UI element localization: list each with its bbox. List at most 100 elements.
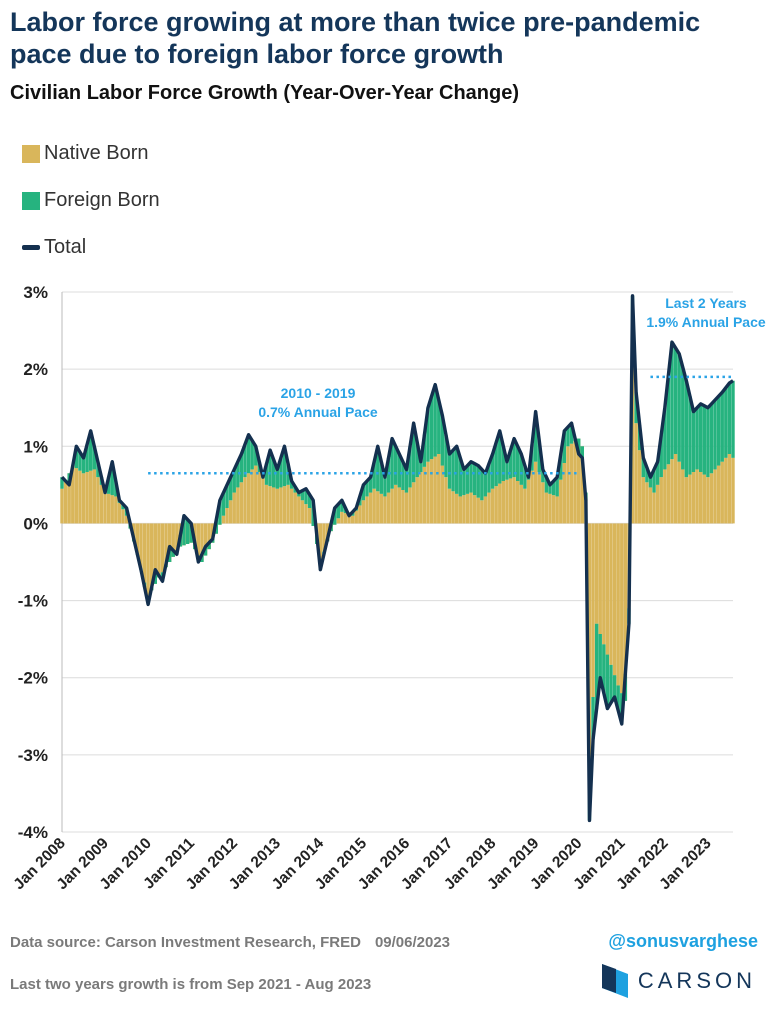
native-born-bar [501,481,506,524]
legend-label-foreign-born: Foreign Born [44,189,160,211]
foreign-born-bar [670,342,674,460]
native-born-bar [713,469,717,524]
native-born-bar [365,496,369,524]
native-born-bar [379,493,384,524]
foreign-born-bar [551,481,556,496]
native-born-bar [117,502,122,524]
native-born-bar [307,508,312,524]
carson-logo: CARSON [601,964,756,998]
native-born-bar [555,496,559,524]
foreign-born-bar [121,504,125,510]
foreign-born-bar [695,407,699,470]
native-born-bar [731,457,735,524]
native-born-bar [440,465,445,524]
foreign-born-bar [699,403,703,472]
native-born-bar [164,523,168,568]
foreign-born-bar [218,500,222,525]
foreign-born-bar [645,467,649,483]
foreign-born-bar [659,434,663,478]
native-born-bar [655,484,660,524]
native-born-bar [221,515,226,524]
foreign-born-bar [605,654,610,709]
native-born-bar [681,469,685,524]
native-born-bar [74,468,79,524]
native-born-bar [207,523,211,550]
native-born-bar [404,492,409,524]
foreign-born-bar [724,387,728,458]
native-born-bar [71,465,75,524]
foreign-born-bar [110,461,114,496]
foreign-born-bar [663,407,667,470]
native-born-bar [638,450,642,524]
native-born-bar [336,518,340,524]
native-born-bar [472,495,477,524]
native-born-bar [297,496,301,524]
native-born-bar [150,523,154,591]
annotation-pace: 1.9% Annual Pace [646,314,766,330]
y-tick-label: 2% [23,360,48,379]
foreign-born-bar [78,452,82,471]
foreign-born-bar [433,384,437,457]
native-born-bar [343,513,348,524]
native-born-bar [559,479,563,524]
native-born-bar [451,491,455,524]
foreign-born-bar [598,634,602,678]
y-tick-label: 0% [23,514,48,533]
chart-subtitle: Civilian Labor Force Growth (Year-Over-Y… [10,82,520,104]
foreign-born-bar [494,442,498,487]
native-born-bar [347,514,351,524]
foreign-born-bar [483,473,488,497]
native-born-bar [551,495,556,524]
foreign-born-bar [490,454,495,489]
native-born-bar [684,477,689,524]
native-born-bar [322,523,326,552]
author-handle[interactable]: @sonusvarghese [608,931,758,951]
foreign-born-bar [716,396,721,466]
foreign-born-bar [361,484,366,501]
native-born-bar [720,461,724,524]
native-born-bar [433,456,437,524]
foreign-born-bar [401,461,405,490]
native-born-bar [422,466,427,524]
native-born-bar [598,523,602,634]
native-born-bar [706,477,710,524]
native-born-bar [121,509,125,524]
foreign-born-bar [379,461,384,494]
foreign-born-bar [537,440,541,472]
foreign-born-bar [609,664,613,703]
native-born-bar [533,461,538,524]
legend-swatch-total [22,245,40,250]
foreign-born-bar [648,477,653,488]
native-born-bar [634,423,638,524]
native-born-bar [394,484,398,524]
native-born-bar [236,487,240,524]
native-born-bar [623,523,628,701]
y-tick-label: -1% [18,592,48,611]
legend-swatch-native-born [22,144,40,163]
native-born-bar [99,484,104,524]
native-born-bar [135,523,140,555]
foreign-born-bar [616,685,620,711]
foreign-born-bar [96,461,100,478]
foreign-born-bar [480,469,484,501]
native-born-bar [383,496,387,524]
footnote: Last two years growth is from Sep 2021 -… [10,976,372,993]
native-born-bar [60,488,64,524]
native-born-bar [78,470,82,524]
foreign-born-bar [383,477,387,497]
native-born-bar [419,472,423,524]
foreign-born-bar [74,446,79,469]
native-born-bar [480,500,484,524]
foreign-born-bar [300,490,305,501]
native-born-bar [577,438,581,524]
foreign-born-bar [612,675,617,697]
native-born-bar [508,478,513,524]
foreign-born-bar [706,407,710,478]
foreign-born-bar [652,469,656,493]
native-born-bar [699,472,703,524]
native-born-bar [620,523,624,694]
native-born-bar [92,469,96,524]
native-born-bar [612,523,617,676]
foreign-born-bar [702,405,706,475]
native-born-bar [462,495,466,524]
